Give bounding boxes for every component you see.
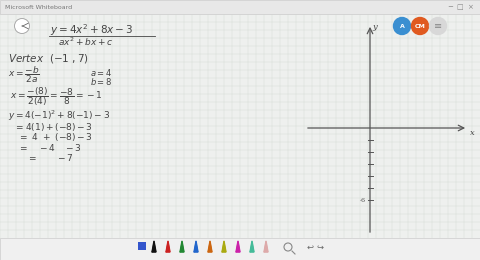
FancyBboxPatch shape: [0, 0, 480, 14]
Text: $y = 4x^2 + 8x - 3$: $y = 4x^2 + 8x - 3$: [50, 22, 133, 38]
Text: A: A: [399, 23, 405, 29]
Text: ↩: ↩: [307, 243, 313, 251]
Text: $a = 4$: $a = 4$: [90, 67, 112, 77]
Polygon shape: [180, 241, 184, 252]
Text: -6: -6: [360, 198, 366, 203]
Text: $= \qquad -7$: $= \qquad -7$: [27, 152, 73, 162]
Polygon shape: [222, 241, 226, 252]
FancyBboxPatch shape: [0, 238, 480, 260]
Text: Microsoft Whiteboard: Microsoft Whiteboard: [5, 4, 72, 10]
Polygon shape: [208, 241, 212, 252]
Text: $ax^2 + bx + c$: $ax^2 + bx + c$: [58, 36, 113, 48]
Text: CM: CM: [415, 23, 425, 29]
Text: y: y: [372, 23, 377, 31]
Polygon shape: [152, 241, 156, 252]
Text: $= 4(1) + (-8) - 3$: $= 4(1) + (-8) - 3$: [14, 121, 93, 133]
Circle shape: [14, 18, 29, 34]
Polygon shape: [194, 241, 198, 252]
Circle shape: [411, 17, 429, 35]
Text: $Vertex\ \ (-1\ ,7)$: $Vertex\ \ (-1\ ,7)$: [8, 51, 89, 64]
Text: −: −: [447, 4, 453, 10]
Polygon shape: [166, 241, 170, 252]
Polygon shape: [236, 241, 240, 252]
Polygon shape: [250, 241, 254, 252]
Text: ×: ×: [467, 4, 473, 10]
Text: $= \quad -4 \quad -3$: $= \quad -4 \quad -3$: [18, 141, 82, 153]
Text: $x = \dfrac{-(8)}{2(4)} = \dfrac{-8}{8} = -1$: $x = \dfrac{-(8)}{2(4)} = \dfrac{-8}{8} …: [10, 86, 103, 108]
Polygon shape: [264, 241, 268, 252]
Text: $b = 8$: $b = 8$: [90, 75, 112, 87]
Text: ≡: ≡: [434, 21, 442, 31]
Circle shape: [430, 17, 446, 35]
Text: $y = 4(-1)^2 + 8(-1) - 3$: $y = 4(-1)^2 + 8(-1) - 3$: [8, 109, 110, 123]
Text: ↪: ↪: [316, 243, 324, 251]
Text: $x = \dfrac{-b}{2a}$: $x = \dfrac{-b}{2a}$: [8, 64, 40, 86]
Circle shape: [394, 17, 410, 35]
Text: □: □: [456, 4, 463, 10]
FancyBboxPatch shape: [137, 242, 145, 250]
Text: x: x: [470, 129, 475, 137]
Text: $= \ 4 \ + \ (-8) - 3$: $= \ 4 \ + \ (-8) - 3$: [18, 131, 93, 143]
